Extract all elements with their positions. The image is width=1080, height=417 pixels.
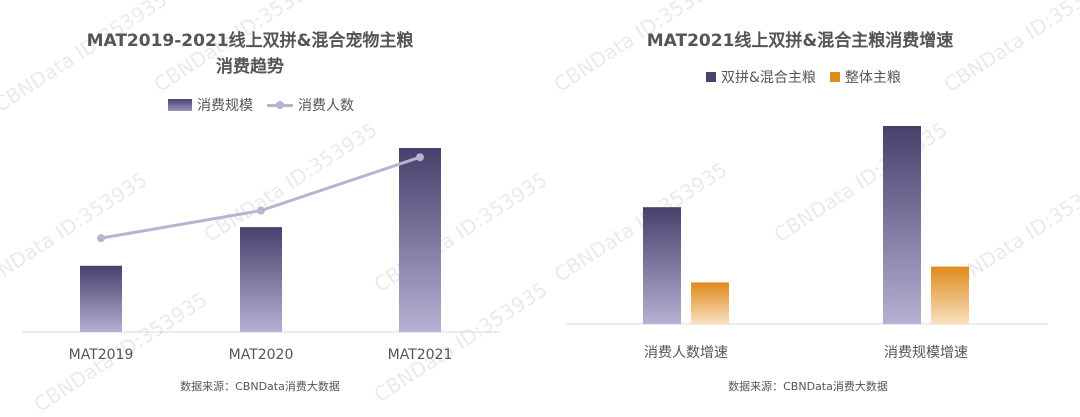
bar-consumption-scale: [240, 227, 282, 332]
legend-label: 整体主粮: [844, 70, 901, 86]
point-consumer-count: [97, 234, 105, 243]
legend-label: 消费人数: [298, 98, 354, 114]
legend-square-swatch: [829, 72, 840, 82]
chart-title-left-line1: MAT2019-2021线上双拼&混合宠物主粮: [86, 31, 414, 51]
left-chart-plot: MAT2019 MAT2020 MAT2021: [22, 148, 500, 363]
bar-mixed-staple: [643, 207, 681, 324]
source-note-left: 数据来源：CBNData消费大数据: [180, 380, 340, 393]
point-consumer-count: [416, 153, 424, 162]
bar-mixed-staple: [883, 126, 921, 324]
x-tick-label: 消费规模增速: [884, 345, 968, 361]
chart-title-left: MAT2019-2021线上双拼&混合宠物主粮 消费趋势: [40, 28, 460, 80]
line-consumer-count: [100, 155, 421, 240]
bar-consumption-scale: [80, 265, 122, 332]
x-tick-label: 消费人数增速: [644, 345, 728, 361]
bar-consumption-scale: [399, 148, 441, 332]
x-tick-label: MAT2019: [69, 347, 134, 363]
legend-bar-swatch: [168, 99, 192, 111]
point-consumer-count: [257, 206, 265, 215]
legend-right: 双拼&混合主粮 整体主粮: [706, 67, 901, 87]
legend-item-consumer-count: 消费人数: [267, 95, 354, 115]
charts-canvas: MAT2019 MAT2020 MAT2021 消费人数增速 消费规模增速: [22, 126, 1048, 363]
legend-item-mixed-staple: 双拼&混合主粮: [706, 67, 816, 87]
legend-left: 消费规模 消费人数: [168, 95, 354, 115]
chart-title-left-line2: 消费趋势: [216, 57, 284, 77]
bar-overall-staple: [691, 282, 729, 324]
source-note-right: 数据来源：CBNData消费大数据: [728, 380, 888, 393]
legend-square-swatch: [706, 72, 716, 82]
chart-title-right: MAT2021线上双拼&混合主粮消费增速: [646, 31, 954, 51]
legend-label: 双拼&混合主粮: [721, 70, 816, 86]
x-tick-label: MAT2020: [229, 347, 294, 363]
legend-label: 消费规模: [197, 98, 253, 114]
x-tick-label: MAT2021: [388, 347, 453, 363]
legend-item-overall-staple: 整体主粮: [829, 67, 901, 87]
legend-item-consumption-scale: 消费规模: [168, 95, 253, 115]
legend-line-swatch: [267, 99, 293, 111]
bar-overall-staple: [931, 266, 969, 324]
right-chart-plot: 消费人数增速 消费规模增速: [565, 126, 1048, 361]
